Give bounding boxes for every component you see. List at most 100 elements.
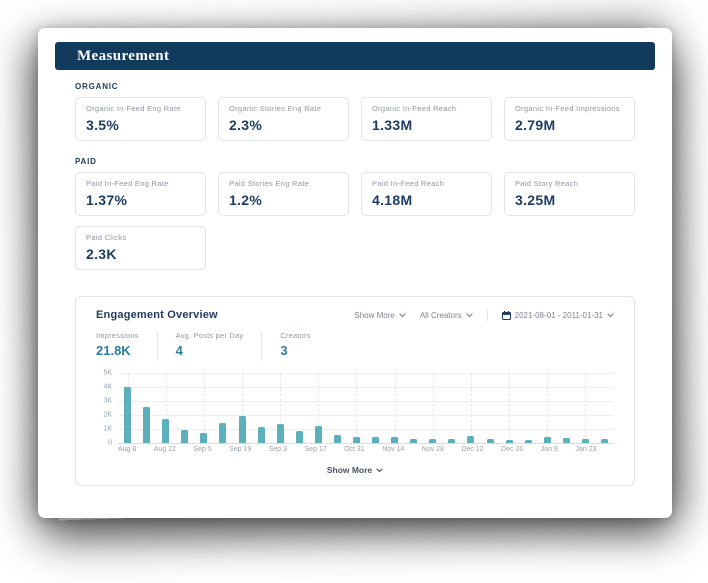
controls-divider [486,309,488,321]
bar [429,439,437,443]
x-tick-label [287,446,304,457]
y-axis-labels: 5K 4K 3K 2K 1K 0 [96,369,118,447]
x-tick-label: Jan 9 [540,446,558,453]
kpi-card: Organic Stories Eng Rate 2.3% [218,97,349,141]
show-more-dropdown[interactable]: Show More [354,310,406,320]
chart-column [480,373,499,443]
bar [581,439,589,443]
x-tick-label: Sep 17 [304,446,327,453]
all-creators-dropdown[interactable]: All Creators [420,311,473,320]
x-tick-label [597,446,614,457]
x-tick-label: Dec 26 [501,446,524,453]
chart-column [194,373,213,443]
chart-column [328,373,347,443]
page-title: Measurement [77,47,170,64]
chart-column [213,373,232,443]
bar [314,426,322,443]
kpi-card-value: 2.79M [515,117,556,133]
date-range-label: 2021-08-01 - 2011-01-31 [514,310,603,320]
stat-label: Impressions [96,331,139,340]
kpi-card-value: 4.18M [372,192,413,208]
vertical-gridline [394,373,396,443]
y-tick-label: 2K [103,411,112,419]
x-tick-label [484,446,501,457]
bar [276,424,284,443]
kpi-card-label: Organic In-Feed Eng Rate [86,104,181,113]
stat-item: Impressions 21.8K [96,331,158,361]
stat-value: 4 [175,343,183,358]
chart-column [442,373,461,443]
kpi-card: Paid Story Reach 3.25M [504,172,635,216]
calendar-icon [501,310,511,320]
x-tick-label [404,446,421,457]
x-tick-label: Aug 8 [118,446,137,453]
kpi-card-label: Paid In-Feed Reach [372,179,445,188]
y-tick-label: 1K [103,425,112,433]
stat-item: Creators 3 [280,331,328,361]
chevron-down-icon [376,468,383,473]
x-tick-label: Aug 22 [153,446,176,453]
bar [295,431,303,443]
bar [448,439,456,443]
bar [524,440,532,443]
x-tick-label [176,446,193,457]
chevron-down-icon [466,313,473,318]
gridline [118,373,614,374]
show-more-expander[interactable]: Show More [327,465,383,475]
kpi-card: Paid In-Feed Eng Rate 1.37% [75,172,206,216]
y-tick-label: 5K [103,369,112,377]
chart-column [595,373,614,443]
vertical-gridline [356,373,358,443]
kpi-card-label: Paid In-Feed Eng Rate [86,179,169,188]
chart-column [290,373,309,443]
bar [124,387,132,443]
bar [257,427,265,443]
x-tick-label: Nov 14 [382,446,405,453]
kpi-card-label: Paid Stories Eng Rate [229,179,310,188]
bar [143,407,151,443]
bar [219,423,227,443]
vertical-gridline [242,373,243,443]
chart-column [385,373,404,443]
date-range-picker[interactable]: 2021-08-01 - 2011-01-31 [501,310,614,320]
x-tick-label [444,446,461,457]
chevron-down-icon [399,313,406,318]
stat-value: 21.8K [96,343,131,358]
bar [600,439,608,443]
chart-column [347,373,366,443]
gridline [118,415,614,416]
bar [372,437,380,443]
kpi-card: Organic In-Feed Eng Rate 3.5% [75,97,206,141]
kpi-card: Paid Stories Eng Rate 1.2% [218,172,349,216]
chart-column [137,373,156,443]
kpi-card-value: 3.5% [86,117,120,133]
bar [333,435,341,443]
vertical-gridline [470,373,472,443]
engagement-bar-chart: 5K 4K 3K 2K 1K 0 [96,369,614,447]
show-more-label: Show More [354,310,395,320]
kpi-card-label: Organic In-Feed Reach [372,104,457,113]
bar [543,437,551,443]
bar [486,439,494,443]
bar [410,439,418,443]
vertical-gridline [547,373,549,443]
x-tick-label: Sep 3 [268,446,288,453]
kpi-card-value: 2.3K [86,246,117,262]
vertical-gridline [432,373,434,443]
stat-label: Creators [280,331,311,340]
chart-column [519,373,538,443]
bar [391,437,399,443]
kpi-card-value: 1.37% [86,192,128,208]
y-tick-label: 3K [103,397,112,405]
y-tick-label: 0 [108,439,112,447]
kpi-card-value: 2.3% [229,117,263,133]
bar [467,436,475,443]
kpi-card-value: 1.33M [372,117,413,133]
kpi-card-value: 3.25M [515,192,556,208]
bar [505,440,513,443]
chart-column [232,373,251,443]
kpi-card: Paid Clicks 2.3K [75,226,206,270]
gridline [118,443,614,444]
chart-column [118,373,137,443]
x-tick-label [212,446,229,457]
